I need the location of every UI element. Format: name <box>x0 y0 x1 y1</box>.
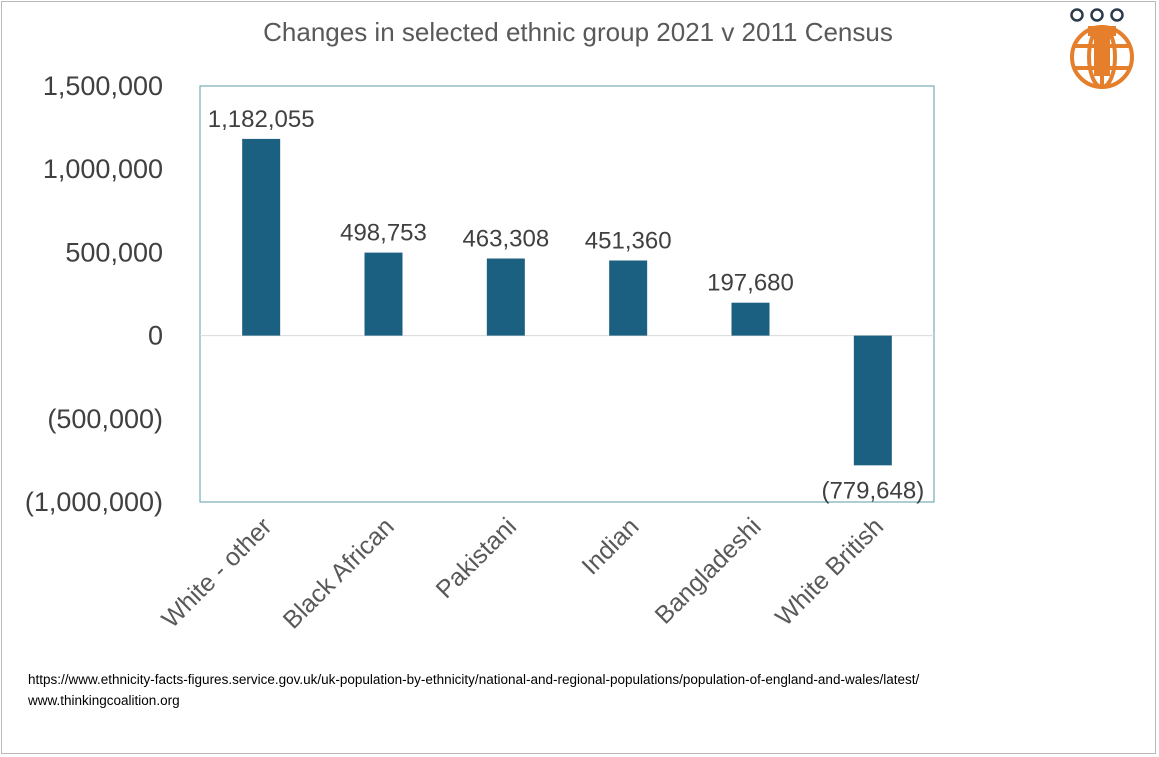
source-url: https://www.ethnicity-facts-figures.serv… <box>28 672 920 687</box>
x-tick-label: White - other <box>156 512 277 633</box>
bar-black-african <box>364 252 403 336</box>
data-label: 463,308 <box>462 226 549 253</box>
x-tick-label: Black African <box>278 512 400 634</box>
plot-area <box>199 85 935 503</box>
globe-people-logo-icon <box>1070 8 1134 89</box>
source-site: www.thinkingcoalition.org <box>28 693 180 708</box>
data-label: 197,680 <box>707 270 794 297</box>
bar-pakistani <box>486 258 525 336</box>
x-tick-label: Bangladeshi <box>650 512 767 629</box>
bar-white-british <box>853 335 892 466</box>
chart-title: Changes in selected ethnic group 2021 v … <box>263 17 893 47</box>
x-tick-label: Indian <box>576 512 644 580</box>
y-tick-label: 500,000 <box>65 237 163 267</box>
y-tick-label: (1,000,000) <box>25 487 163 517</box>
bar-white-other <box>242 138 281 336</box>
data-label: 498,753 <box>340 220 427 247</box>
source-notes: https://www.ethnicity-facts-figures.serv… <box>28 669 1018 711</box>
data-label: 1,182,055 <box>208 106 315 133</box>
y-tick-label: 0 <box>148 321 163 351</box>
y-tick-label: 1,500,000 <box>43 71 163 101</box>
data-label: (779,648) <box>821 477 924 504</box>
y-tick-label: 1,000,000 <box>43 154 163 184</box>
thinking-coalition-logo <box>1058 4 1146 90</box>
y-tick-label: (500,000) <box>47 404 163 434</box>
x-tick-label: White British <box>770 512 889 631</box>
x-tick-label: Pakistani <box>431 512 523 604</box>
data-label: 451,360 <box>585 227 672 254</box>
bar-bangladeshi <box>731 302 770 336</box>
bar-indian <box>609 260 648 336</box>
